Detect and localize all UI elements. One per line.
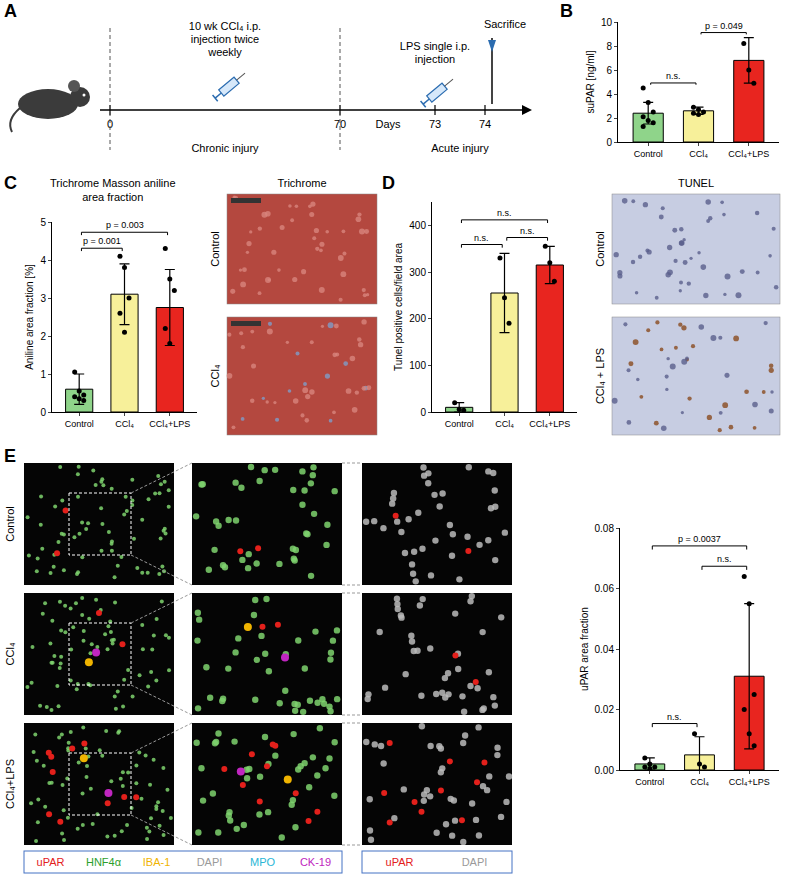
svg-text:70: 70 [333, 118, 347, 130]
svg-text:200: 200 [409, 313, 426, 324]
svg-text:Control: Control [4, 506, 16, 541]
svg-text:suPAR [ng/ml]: suPAR [ng/ml] [585, 50, 596, 113]
svg-text:IBA-1: IBA-1 [143, 856, 171, 868]
svg-text:CCl₄ + LPS: CCl₄ + LPS [594, 348, 606, 404]
svg-text:2: 2 [606, 113, 612, 124]
svg-text:CCl₄: CCl₄ [4, 642, 16, 665]
svg-text:CCl₄+LPS: CCl₄+LPS [729, 777, 770, 787]
svg-text:0.02: 0.02 [595, 704, 615, 715]
svg-text:CCl₄: CCl₄ [115, 419, 134, 429]
svg-text:300: 300 [409, 267, 426, 278]
svg-text:n.s.: n.s. [666, 71, 681, 81]
svg-text:CCl₄: CCl₄ [209, 364, 221, 387]
svg-text:uPAR: uPAR [386, 856, 414, 868]
svg-text:CCl₄: CCl₄ [689, 149, 708, 159]
svg-text:0: 0 [40, 407, 46, 418]
svg-text:10: 10 [601, 17, 613, 28]
svg-text:0.08: 0.08 [595, 523, 615, 534]
svg-text:3: 3 [40, 293, 46, 304]
svg-text:CCl₄+LPS: CCl₄+LPS [728, 149, 769, 159]
svg-text:p = 0.0037: p = 0.0037 [678, 534, 721, 544]
svg-text:Chronic injury: Chronic injury [191, 142, 259, 154]
svg-text:Control: Control [445, 419, 474, 429]
svg-text:0.06: 0.06 [595, 583, 615, 594]
svg-text:Acute injury: Acute injury [431, 142, 489, 154]
html-text:C: C [4, 173, 17, 193]
html-text:A: A [4, 1, 17, 21]
svg-text:DAPI: DAPI [462, 856, 488, 868]
svg-text:Trichrome Masson anilinearea f: Trichrome Masson anilinearea fraction [50, 177, 176, 203]
svg-text:p = 0.003: p = 0.003 [106, 220, 144, 230]
svg-text:CCl₄: CCl₄ [690, 777, 709, 787]
svg-text:CCl₄+LPS: CCl₄+LPS [529, 419, 570, 429]
svg-text:0: 0 [606, 137, 612, 148]
svg-text:n.s.: n.s. [497, 208, 512, 218]
svg-text:CCl₄: CCl₄ [495, 419, 514, 429]
svg-text:Aniline area fraction [%]: Aniline area fraction [%] [24, 264, 35, 370]
svg-text:Control: Control [594, 231, 606, 266]
svg-text:0: 0 [420, 407, 426, 418]
html-text:E: E [4, 446, 16, 466]
svg-text:73: 73 [429, 118, 441, 130]
svg-text:Tunel positive cells/field are: Tunel positive cells/field area [393, 243, 404, 371]
svg-text:TUNEL: TUNEL [678, 177, 714, 189]
svg-text:LPS single i.p.injection: LPS single i.p.injection [400, 40, 470, 65]
svg-text:2: 2 [40, 331, 46, 342]
svg-text:6: 6 [606, 65, 612, 76]
svg-text:CCl₄+LPS: CCl₄+LPS [4, 759, 16, 809]
svg-text:Trichrome: Trichrome [277, 177, 326, 189]
svg-text:0.04: 0.04 [595, 644, 615, 655]
svg-text:0.00: 0.00 [595, 765, 615, 776]
svg-text:Days: Days [375, 118, 401, 130]
svg-text:p = 0.001: p = 0.001 [83, 236, 121, 246]
svg-text:5: 5 [40, 217, 46, 228]
svg-text:Sacrifice: Sacrifice [484, 18, 526, 30]
svg-text:n.s.: n.s. [667, 712, 682, 722]
svg-text:CCl₄+LPS: CCl₄+LPS [149, 419, 190, 429]
svg-text:400: 400 [409, 220, 426, 231]
html-text:B: B [560, 1, 573, 21]
svg-text:Control: Control [634, 149, 663, 159]
svg-text:n.s.: n.s. [474, 233, 489, 243]
svg-text:n.s.: n.s. [717, 554, 732, 564]
svg-text:0: 0 [106, 118, 114, 130]
svg-text:Control: Control [65, 419, 94, 429]
svg-text:10 wk CCl₄ i.p.injection twice: 10 wk CCl₄ i.p.injection twiceweekly [189, 20, 261, 58]
svg-text:4: 4 [40, 255, 46, 266]
svg-text:Control: Control [635, 777, 664, 787]
svg-text:74: 74 [479, 118, 491, 130]
svg-text:n.s.: n.s. [520, 226, 535, 236]
svg-text:MPO: MPO [250, 856, 276, 868]
svg-text:100: 100 [409, 360, 426, 371]
svg-text:HNF4α: HNF4α [86, 856, 122, 868]
svg-text:1: 1 [40, 369, 46, 380]
svg-text:p = 0.049: p = 0.049 [705, 21, 743, 31]
svg-text:4: 4 [606, 89, 612, 100]
svg-text:DAPI: DAPI [197, 856, 223, 868]
svg-text:uPAR area fraction: uPAR area fraction [579, 607, 590, 691]
svg-text:CK-19: CK-19 [300, 856, 331, 868]
svg-text:uPAR: uPAR [37, 856, 65, 868]
html-text:D: D [382, 173, 395, 193]
svg-text:Control: Control [209, 231, 221, 266]
svg-text:8: 8 [606, 41, 612, 52]
